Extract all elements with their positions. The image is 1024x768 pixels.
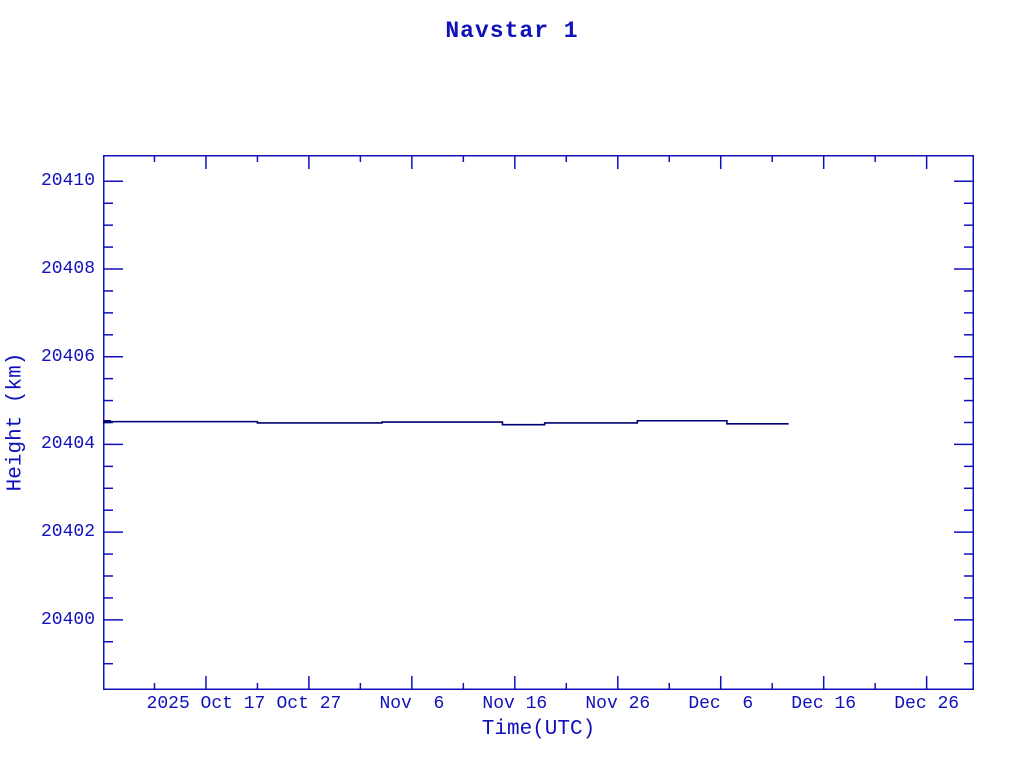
x-tick-label: 2025 Oct 17 [146,694,266,714]
y-tick-label: 20400 [40,609,95,630]
plot-border [103,155,974,690]
plot-svg [103,155,974,690]
y-tick-label: 20410 [40,171,95,192]
x-tick-label: Dec 26 [894,694,960,714]
chart-title: Navstar 1 [445,18,579,44]
x-tick-label: Nov 16 [482,694,548,714]
y-tick-label: 20404 [40,434,95,455]
x-tick-label: Dec 16 [791,694,857,714]
x-tick-label: Nov 6 [379,694,445,714]
y-tick-label: 20402 [40,522,95,543]
plot-area [103,155,974,690]
x-tick-label: Nov 26 [585,694,651,714]
height-series-line [103,419,789,426]
x-tick-label: Dec 6 [688,694,754,714]
y-tick-label: 20406 [40,346,95,367]
y-axis-title: Height (km) [4,352,28,492]
y-tick-label: 20408 [40,259,95,280]
x-tick-label: Oct 27 [276,694,342,714]
x-axis-title: Time(UTC) [481,718,596,741]
